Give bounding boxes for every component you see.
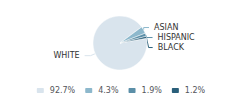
- svg-text:BLACK: BLACK: [158, 43, 185, 52]
- svg-text:HISPANIC: HISPANIC: [158, 33, 196, 42]
- svg-text:1.2%: 1.2%: [185, 86, 206, 95]
- svg-text:ASIAN: ASIAN: [154, 23, 178, 32]
- svg-text:WHITE: WHITE: [53, 51, 79, 60]
- svg-text:1.9%: 1.9%: [142, 86, 163, 95]
- svg-text:92.7%: 92.7%: [50, 86, 76, 95]
- svg-text:4.3%: 4.3%: [98, 86, 119, 95]
